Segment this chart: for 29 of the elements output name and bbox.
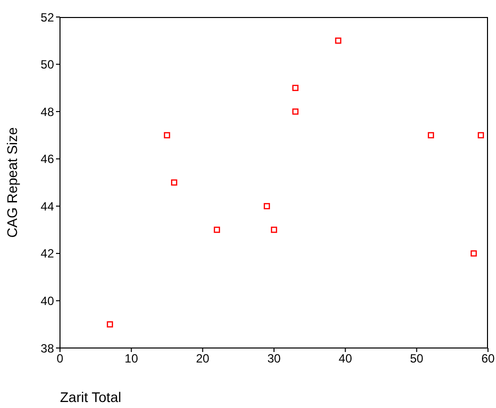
y-tick-label: 50 [40, 58, 54, 72]
point [478, 132, 484, 138]
y-tick-label: 42 [40, 246, 54, 261]
x-tick-label: 0 [56, 352, 64, 366]
point [171, 179, 178, 186]
point [335, 38, 342, 44]
x-tick-label: 40 [338, 352, 352, 366]
y-tick-label: 38 [40, 341, 54, 356]
point [470, 250, 477, 257]
point [270, 226, 278, 233]
point [292, 108, 298, 115]
x-tick-label: 20 [196, 352, 210, 366]
x-tick-label: 50 [410, 352, 424, 366]
x-tick-label: 10 [124, 352, 138, 366]
x-tick-label: 30 [267, 352, 281, 366]
point [106, 321, 114, 328]
x-tick-label: 60 [481, 352, 495, 366]
point [292, 84, 298, 92]
y-tick-label: 40 [40, 294, 54, 308]
y-tick-label: 44 [40, 199, 54, 214]
y-tick-label: 46 [40, 152, 54, 166]
point [428, 132, 434, 138]
point [214, 226, 220, 233]
y-tick-label: 52 [40, 10, 54, 24]
y-tick-label: 48 [40, 104, 54, 119]
x-axis-title: Zarit Total [60, 389, 122, 405]
y-axis-title: CAG Repeat Size [4, 127, 20, 238]
point [164, 132, 170, 138]
point [264, 203, 270, 210]
